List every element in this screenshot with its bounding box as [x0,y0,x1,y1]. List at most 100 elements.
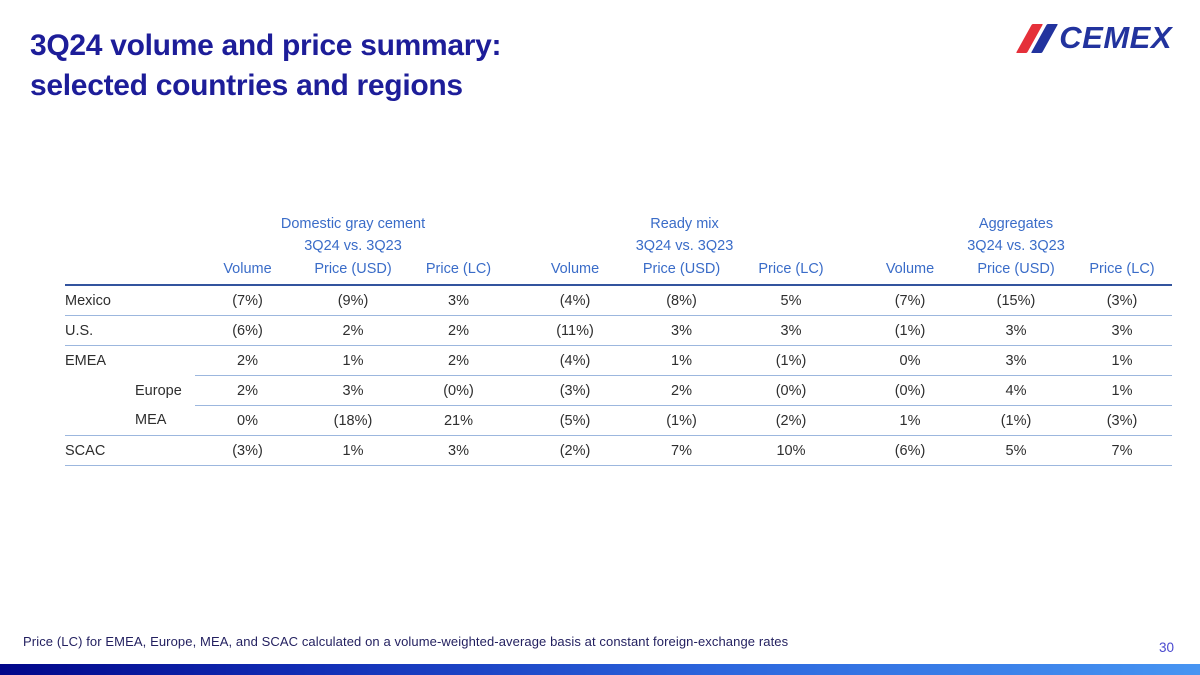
table-row-mea: MEA 0% (18%) 21% (5%) (1%) (2%) 1% (1%) … [65,405,1172,436]
cell: 4% [960,375,1072,406]
cell: 0% [195,405,300,436]
cell: 1% [1072,375,1172,406]
cell: 2% [627,375,736,406]
row-spacer [511,315,523,346]
row-label: MEA [65,405,195,436]
cell: (8%) [627,285,736,316]
cemex-logo: CEMEX [1016,20,1172,56]
column-header-volume: Volume [523,257,627,286]
cell: 3% [406,285,511,316]
cell: 1% [627,345,736,376]
table-row-mexico: Mexico (7%) (9%) 3% (4%) (8%) 5% (7%) (1… [65,285,1172,316]
row-label: Europe [135,382,182,399]
group-title: Ready mix [650,216,719,232]
cell: 0% [860,345,960,376]
column-header-volume: Volume [860,257,960,286]
cell: 2% [406,315,511,346]
header-spacer [511,257,523,286]
cell: 7% [1072,435,1172,466]
logo-wordmark: CEMEX [1059,20,1172,55]
header-spacer [65,213,195,257]
cell: 7% [627,435,736,466]
column-header-price-lc: Price (LC) [736,257,846,286]
header-spacer [65,257,195,286]
cell: 3% [960,345,1072,376]
cell: (5%) [523,405,627,436]
cell: (7%) [860,285,960,316]
cell: 1% [300,435,406,466]
cell: 3% [627,315,736,346]
title-line-2: selected countries and regions [30,69,463,102]
cell: (3%) [195,435,300,466]
row-label: U.S. [65,315,195,346]
column-header-price-lc: Price (LC) [1072,257,1172,286]
cell: 3% [300,375,406,406]
column-header-price-usd: Price (USD) [960,257,1072,286]
cell: 2% [195,375,300,406]
row-spacer [846,345,860,376]
row-spacer [846,375,860,406]
summary-table: Domestic gray cement 3Q24 vs. 3Q23 Ready… [65,213,1172,466]
group-header-aggregates: Aggregates 3Q24 vs. 3Q23 [860,213,1172,257]
cell: (3%) [1072,405,1172,436]
column-header-price-usd: Price (USD) [627,257,736,286]
cell: (6%) [195,315,300,346]
column-header-volume: Volume [195,257,300,286]
title-line-1: 3Q24 volume and price summary: [30,29,502,62]
group-header-ready-mix: Ready mix 3Q24 vs. 3Q23 [523,213,846,257]
row-label: EMEA [65,352,107,369]
column-header-row: Volume Price (USD) Price (LC) Volume Pri… [65,257,1172,286]
cell: (1%) [736,345,846,376]
cell: (4%) [523,285,627,316]
group-header-row: Domestic gray cement 3Q24 vs. 3Q23 Ready… [65,213,1172,257]
header-spacer [511,213,523,257]
page-title: 3Q24 volume and price summary: selected … [30,26,502,106]
group-title: Aggregates [978,216,1054,232]
group-subtitle: 3Q24 vs. 3Q23 [304,238,402,254]
cell: (4%) [523,345,627,376]
cell: 2% [300,315,406,346]
cell: 21% [406,405,511,436]
cell: 10% [736,435,846,466]
cell: 3% [406,435,511,466]
header-spacer [846,213,860,257]
table-row-scac: SCAC (3%) 1% 3% (2%) 7% 10% (6%) 5% 7% [65,435,1172,466]
cell: (18%) [300,405,406,436]
row-label: Mexico [65,285,195,316]
row-spacer [511,345,523,376]
cell: (15%) [960,285,1072,316]
cell: (1%) [960,405,1072,436]
group-subtitle: 3Q24 vs. 3Q23 [967,238,1065,254]
group-subtitle: 3Q24 vs. 3Q23 [635,238,734,254]
cell: (3%) [1072,285,1172,316]
cell: 2% [406,345,511,376]
cell: 3% [960,315,1072,346]
cell: (6%) [860,435,960,466]
cell: 3% [736,315,846,346]
footnote: Price (LC) for EMEA, Europe, MEA, and SC… [23,634,789,649]
group-header-cement: Domestic gray cement 3Q24 vs. 3Q23 [195,213,511,257]
cell: (1%) [860,315,960,346]
row-spacer [846,405,860,436]
row-spacer [846,435,860,466]
cell: 1% [300,345,406,376]
row-spacer [511,285,523,316]
cell: 2% [195,345,300,376]
cell: (7%) [195,285,300,316]
cell: 1% [1072,345,1172,376]
row-spacer [511,405,523,436]
cell: 1% [860,405,960,436]
cell: (2%) [523,435,627,466]
table-row-europe: Europe 2% 3% (0%) (3%) 2% (0%) (0%) 4% 1… [65,375,1172,406]
cell: (0%) [406,375,511,406]
header-spacer [846,257,860,286]
cell: 5% [960,435,1072,466]
cell: (1%) [627,405,736,436]
cell: (0%) [860,375,960,406]
column-header-price-lc: Price (LC) [406,257,511,286]
table-row-us: U.S. (6%) 2% 2% (11%) 3% 3% (1%) 3% 3% [65,315,1172,346]
cell: 5% [736,285,846,316]
row-spacer [846,315,860,346]
row-spacer [511,375,523,406]
